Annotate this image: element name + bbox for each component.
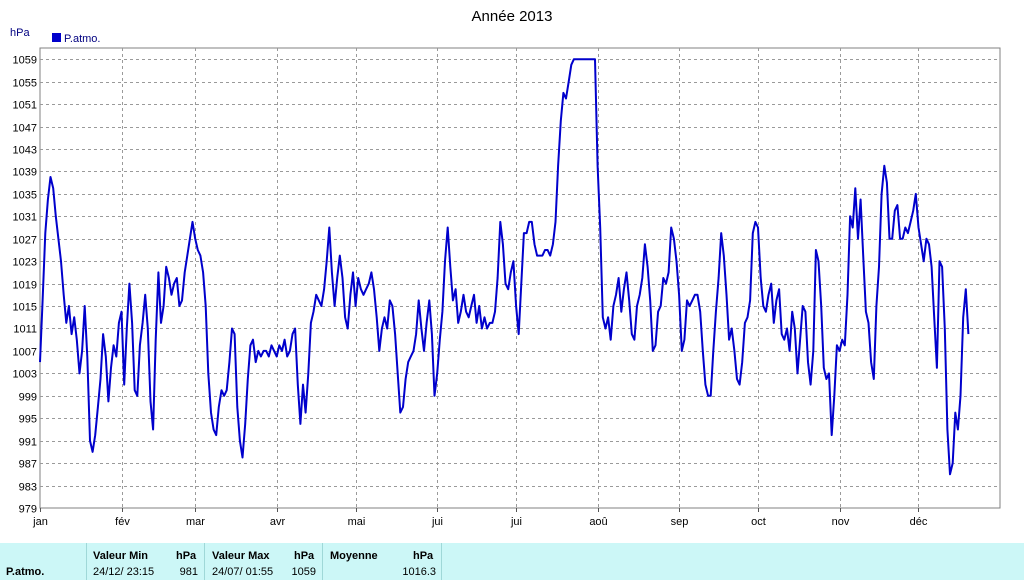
y-tick-label: 1039 bbox=[13, 167, 37, 179]
legend-swatch bbox=[52, 33, 61, 42]
x-tick-label: jan bbox=[32, 516, 48, 528]
stats-separator bbox=[86, 543, 87, 580]
y-tick-label: 1023 bbox=[13, 257, 37, 269]
y-tick-label: 1019 bbox=[13, 280, 37, 292]
min-datetime: 24/12/ 23:15 bbox=[93, 566, 155, 578]
y-axis-unit: hPa bbox=[10, 27, 30, 39]
x-tick-label: nov bbox=[832, 516, 850, 528]
pressure-series-line bbox=[39, 58, 970, 476]
y-tick-label: 999 bbox=[19, 392, 37, 404]
min-header: Valeur Min bbox=[93, 550, 149, 562]
y-tick-label: 1007 bbox=[13, 347, 37, 359]
max-unit: hPa bbox=[294, 550, 315, 562]
x-tick-label: déc bbox=[910, 516, 928, 528]
x-tick-label: avr bbox=[270, 516, 286, 528]
x-tick-label: mai bbox=[348, 516, 366, 528]
mean-unit: hPa bbox=[413, 550, 434, 562]
y-tick-label: 1027 bbox=[13, 235, 37, 247]
mean-header: Moyenne bbox=[330, 550, 378, 562]
x-axis-ticks: jan fév mar avr mai jui jui aoû sep oct nov déc bbox=[32, 508, 928, 528]
mean-value: 1016.3 bbox=[402, 566, 436, 578]
x-tick-label: aoû bbox=[589, 516, 607, 528]
x-tick-label: fév bbox=[115, 516, 130, 528]
x-tick-label: jui bbox=[431, 516, 443, 528]
y-tick-label: 979 bbox=[19, 504, 37, 516]
y-tick-label: 987 bbox=[19, 459, 37, 471]
min-unit: hPa bbox=[176, 550, 197, 562]
y-tick-label: 983 bbox=[19, 482, 37, 494]
y-tick-label: 1015 bbox=[13, 302, 37, 314]
y-axis-ticks: 979 983 987 991 995 999 1003 1007 1011 1015 1019 10… bbox=[13, 55, 37, 516]
y-tick-label: 1047 bbox=[13, 123, 37, 135]
stats-separator bbox=[204, 543, 205, 580]
x-tick-label: oct bbox=[751, 516, 766, 528]
chart-title: Année 2013 bbox=[472, 8, 553, 25]
y-tick-label: 1031 bbox=[13, 212, 37, 224]
max-value: 1059 bbox=[291, 566, 316, 578]
y-tick-label: 1035 bbox=[13, 190, 37, 202]
grid-lines bbox=[40, 48, 1000, 508]
max-header: Valeur Max bbox=[212, 550, 270, 562]
stats-panel: P.atmo. Valeur Min hPa 24/12/ 23:15 981 … bbox=[0, 543, 1024, 580]
y-tick-label: 1059 bbox=[13, 55, 37, 67]
pressure-chart: Année 2013 hPa P.atmo. 979 983 987 991 995 99… bbox=[10, 8, 1001, 528]
y-tick-label: 1003 bbox=[13, 369, 37, 381]
y-tick-label: 1051 bbox=[13, 100, 37, 112]
legend-label: P.atmo. bbox=[64, 33, 101, 45]
stats-series-label: P.atmo. bbox=[6, 566, 45, 578]
y-tick-label: 995 bbox=[19, 414, 37, 426]
y-tick-label: 1011 bbox=[13, 324, 37, 336]
stats-separator bbox=[322, 543, 323, 580]
x-tick-label: mar bbox=[186, 516, 205, 528]
max-datetime: 24/07/ 01:55 bbox=[212, 566, 274, 578]
x-tick-label: jui bbox=[510, 516, 522, 528]
stats-separator bbox=[441, 543, 442, 580]
min-value: 981 bbox=[179, 566, 198, 578]
y-tick-label: 991 bbox=[19, 437, 37, 449]
y-tick-label: 1043 bbox=[13, 145, 37, 157]
x-tick-label: sep bbox=[671, 516, 689, 528]
y-tick-label: 1055 bbox=[13, 78, 37, 90]
